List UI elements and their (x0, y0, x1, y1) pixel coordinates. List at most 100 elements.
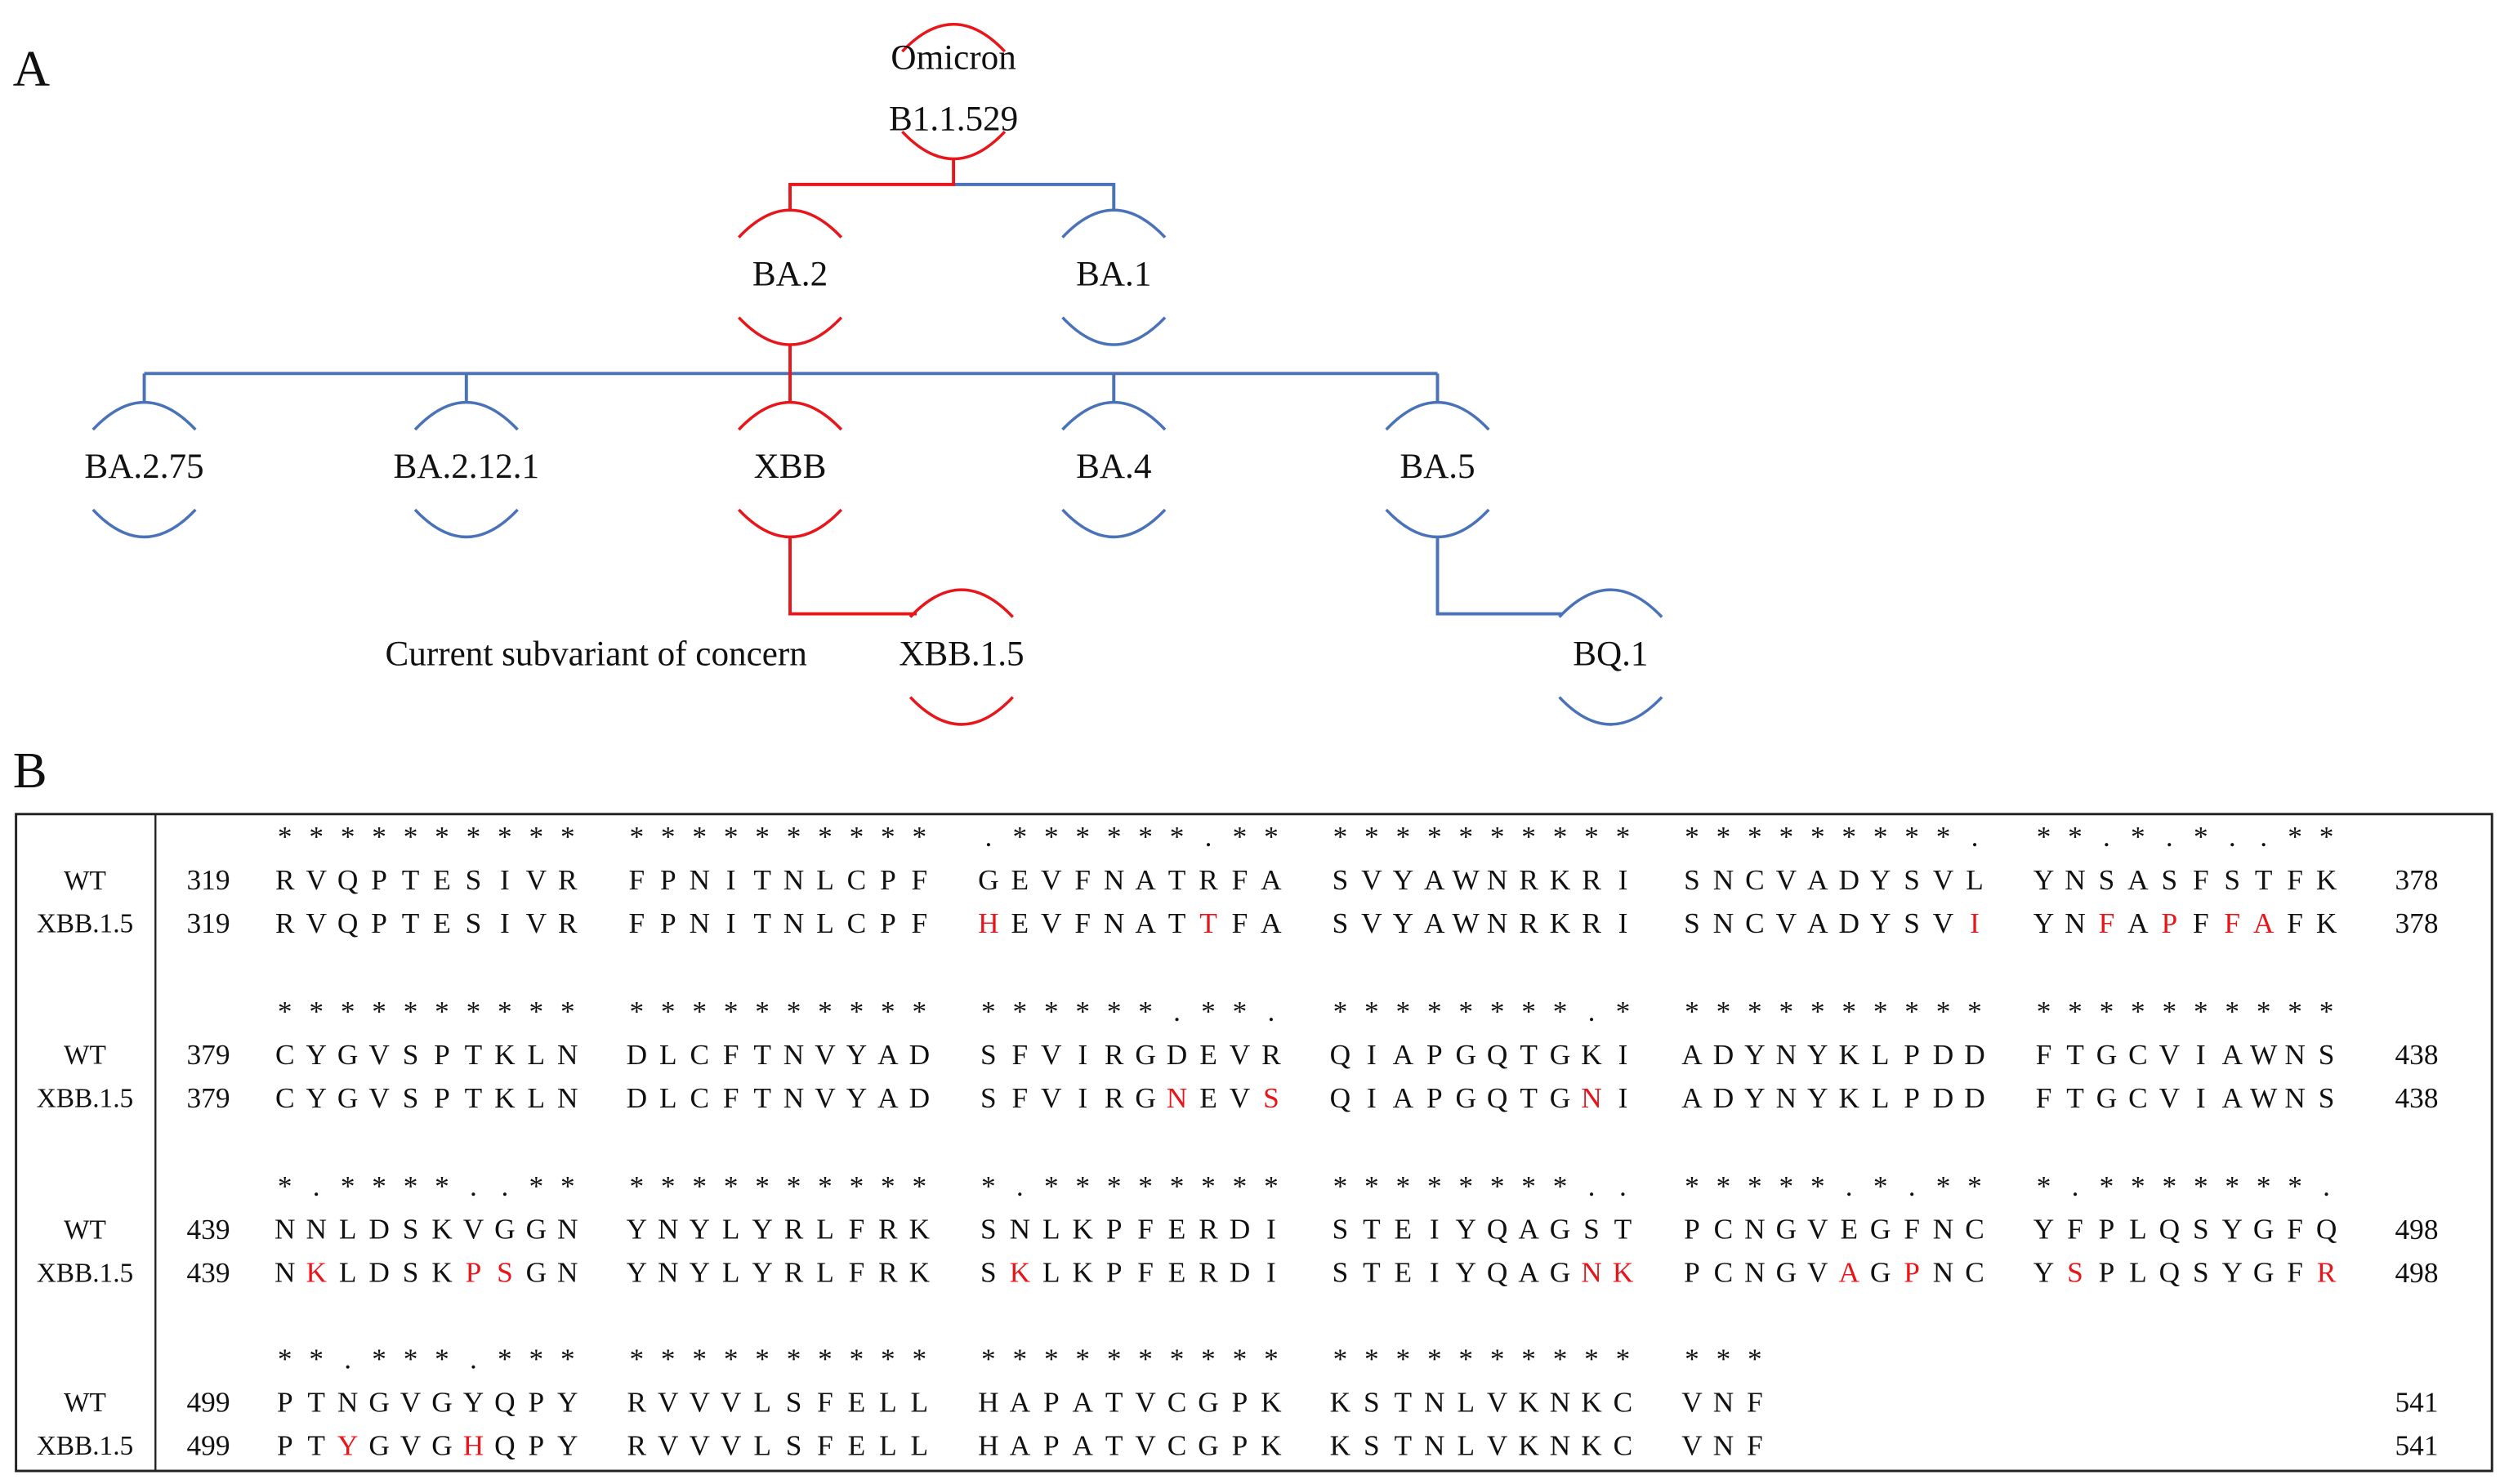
residue: Q (1487, 1214, 1508, 1246)
residue: Q (337, 864, 359, 896)
residue: T (2066, 1082, 2084, 1114)
residue: V (658, 1430, 679, 1462)
residue: * (818, 996, 833, 1027)
residue: N (1713, 1430, 1734, 1462)
residue: N (1550, 1430, 1571, 1462)
residue: Y (2033, 1214, 2055, 1246)
residue: * (1075, 1344, 1090, 1375)
residue: * (661, 1344, 676, 1375)
residue: G (1198, 1387, 1219, 1419)
residue: G (368, 1387, 390, 1419)
residue: * (724, 996, 739, 1027)
residue: Y (557, 1430, 578, 1462)
residue: G (1550, 1257, 1571, 1289)
residue: N (1487, 907, 1508, 939)
node-label: BA.2.75 (84, 448, 203, 486)
residue: V (1041, 1082, 1062, 1114)
residue: W (2250, 1039, 2278, 1071)
residue: * (881, 1344, 895, 1375)
residue: D (368, 1257, 390, 1289)
residue: Y (752, 1214, 773, 1246)
residue: P (880, 907, 896, 939)
residue: N (557, 1082, 578, 1114)
residue: * (2288, 821, 2302, 853)
residue: * (1616, 996, 1631, 1027)
residue: K (909, 1257, 931, 1289)
residue: F (2287, 1257, 2303, 1289)
residue: K (1550, 907, 1571, 939)
residue: S (1333, 864, 1349, 896)
residue: N (1581, 1082, 1602, 1114)
start-position: 379 (187, 1039, 230, 1071)
residue: * (787, 1170, 801, 1202)
residue: S (2193, 1257, 2209, 1289)
residue: * (372, 1170, 386, 1202)
residue: * (404, 1170, 418, 1202)
residue: C (847, 907, 867, 939)
residue: * (1521, 996, 1536, 1027)
residue: F (849, 1214, 865, 1246)
residue: * (2194, 1170, 2208, 1202)
residue: * (2131, 821, 2145, 853)
residue: S (1684, 907, 1700, 939)
residue: * (1427, 1170, 1442, 1202)
residue: * (913, 1170, 927, 1202)
residue: K (1072, 1257, 1093, 1289)
residue: S (466, 864, 482, 896)
residue: Q (2159, 1214, 2181, 1246)
residue: * (435, 996, 449, 1027)
residue: L (2129, 1214, 2147, 1246)
residue: * (1717, 996, 1731, 1027)
residue: K (306, 1257, 327, 1289)
residue: * (2037, 1170, 2051, 1202)
residue: * (278, 821, 292, 853)
residue: * (881, 996, 895, 1027)
residue: * (498, 1344, 512, 1375)
residue: N (1104, 864, 1125, 896)
conservation: *. * * * *.. * * (278, 1170, 575, 1202)
residue: S (786, 1387, 802, 1419)
conservation: . * * * * * *. * * (984, 821, 1278, 853)
conservation: * * * * * * * * * * (278, 996, 575, 1027)
residue: G (431, 1387, 453, 1419)
conservation: * * * * *. *. * * (1685, 1170, 1982, 1202)
residue: D (1838, 864, 1859, 896)
residue: P (880, 864, 896, 896)
residue: G (494, 1214, 516, 1246)
residue: N (1581, 1257, 1602, 1289)
residue: V (815, 1082, 836, 1114)
residue: * (341, 996, 355, 1027)
residue: F (2099, 907, 2115, 939)
residue: * (498, 821, 512, 853)
residue: S (466, 907, 482, 939)
residue: Y (1393, 864, 1414, 896)
residue: * (1490, 1170, 1505, 1202)
residue: . (2323, 1170, 2330, 1202)
residue: F (2287, 864, 2303, 896)
residue: A (2127, 864, 2149, 896)
residue: * (1748, 1170, 1762, 1202)
residue: R (2317, 1257, 2337, 1289)
residue: T (1395, 1430, 1413, 1462)
residue: L (816, 1257, 834, 1289)
residue: L (753, 1387, 771, 1419)
residue: * (818, 821, 833, 853)
residue: * (1936, 996, 1951, 1027)
residue: T (753, 1082, 771, 1114)
residue: V (1776, 864, 1797, 896)
residue: * (1616, 821, 1631, 853)
residue: K (1330, 1430, 1351, 1462)
residue: K (494, 1039, 516, 1071)
residue: G (368, 1430, 390, 1462)
residue: L (911, 1430, 929, 1462)
residue: A (1424, 864, 1445, 896)
residue: Y (689, 1257, 710, 1289)
residue: T (402, 907, 420, 939)
